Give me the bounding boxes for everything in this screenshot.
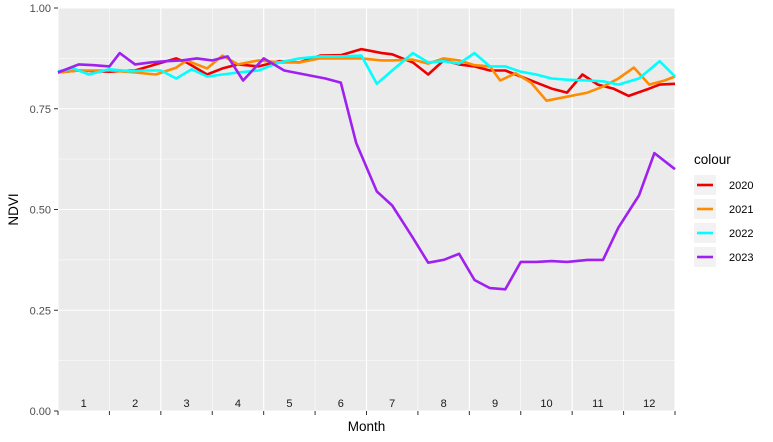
legend-title: colour [694, 152, 731, 167]
month-label: 2 [132, 398, 138, 410]
month-label: 11 [592, 398, 603, 410]
month-label: 1 [81, 398, 87, 410]
month-label: 6 [338, 398, 344, 410]
y-tick-label: 0.25 [30, 305, 51, 317]
legend: colour 2020 2021 2022 2023 [694, 152, 753, 267]
y-tick-label: 0.50 [30, 205, 51, 217]
series-line-2020 [57, 47, 676, 98]
month-label: 8 [441, 398, 447, 410]
month-label: 7 [389, 398, 395, 410]
series-lines [57, 47, 676, 291]
legend-label-2020: 2020 [729, 180, 753, 192]
month-label: 5 [286, 398, 292, 410]
month-label: 10 [540, 398, 552, 410]
month-label: 9 [492, 398, 498, 410]
series-line-2023 [57, 51, 676, 291]
y-tick-label: 1.00 [30, 3, 51, 15]
legend-label-2022: 2022 [729, 228, 753, 240]
month-label: 12 [643, 398, 655, 410]
series-line-2021 [57, 54, 676, 102]
month-label: 3 [183, 398, 189, 410]
legend-label-2023: 2023 [729, 252, 753, 264]
month-labels: 1 2 3 4 5 6 7 8 9 10 11 12 [81, 398, 656, 410]
x-axis-title: Month [348, 419, 386, 434]
legend-label-2021: 2021 [729, 204, 753, 216]
series-line-2022 [57, 51, 676, 86]
month-label: 4 [235, 398, 241, 410]
y-axis-title: NDVI [6, 193, 21, 225]
axes: 0.00 0.25 0.50 0.75 1.00 [30, 3, 676, 418]
y-tick-label: 0.75 [30, 104, 51, 116]
y-tick-label: 0.00 [30, 406, 51, 418]
